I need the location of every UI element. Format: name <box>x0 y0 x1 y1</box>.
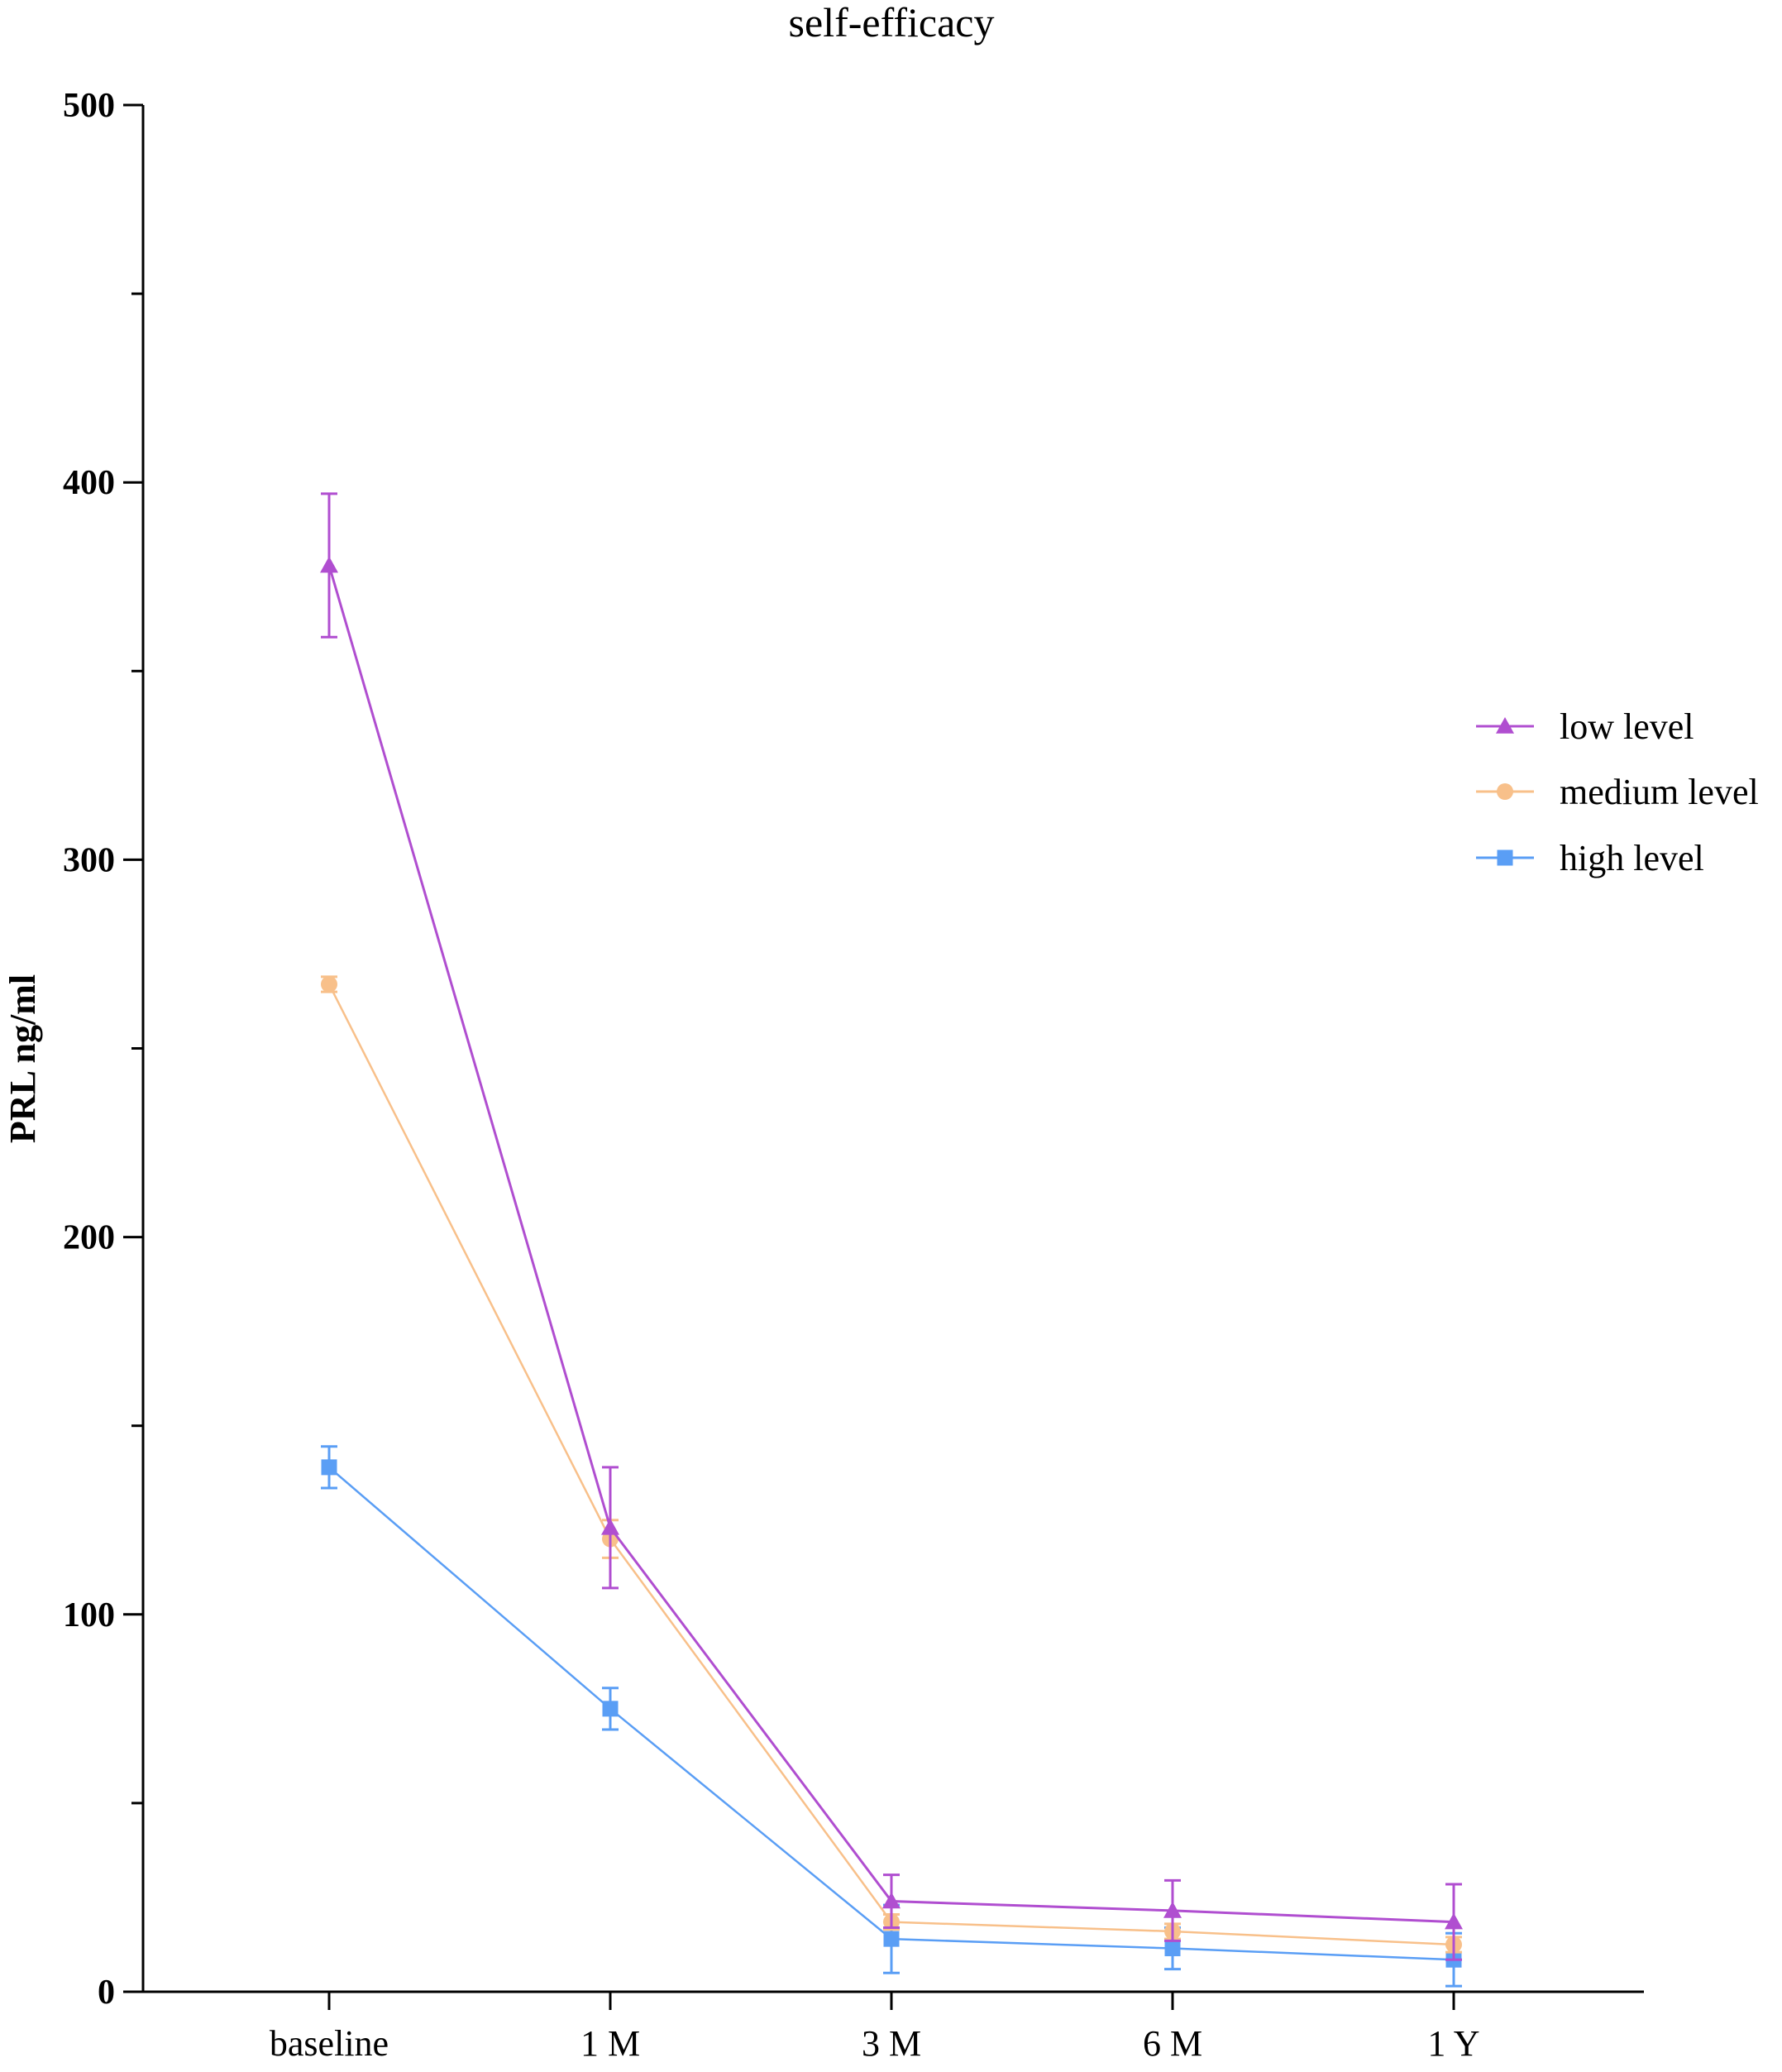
legend-label: high level <box>1560 838 1704 878</box>
data-point <box>1164 1940 1181 1957</box>
data-point <box>882 1892 901 1909</box>
legend-marker <box>1496 717 1514 734</box>
data-point <box>321 1459 337 1476</box>
legend-marker <box>1497 783 1513 800</box>
legend-marker <box>1497 849 1513 866</box>
legend-label: low level <box>1560 706 1694 747</box>
data-point <box>1163 1901 1182 1918</box>
x-tick-label: 1 M <box>580 2023 640 2064</box>
y-tick-label: 100 <box>63 1596 115 1634</box>
legend: low level medium level high level <box>1476 706 1759 878</box>
y-tick-label: 500 <box>63 87 115 125</box>
x-tick-label: 1 Y <box>1427 2023 1479 2064</box>
x-ticks: baseline 1 M 3 M 6 M 1 Y <box>270 1992 1480 2064</box>
series-line <box>327 983 1455 1946</box>
data-point <box>883 1931 900 1947</box>
data-point <box>320 556 338 573</box>
legend-label: medium level <box>1560 772 1759 812</box>
x-tick-label: baseline <box>270 2023 389 2064</box>
y-tick-label: 0 <box>98 1974 115 2012</box>
y-axis-label: PRL ng/ml <box>2 974 43 1143</box>
y-tick-label: 200 <box>63 1219 115 1257</box>
y-tick-label: 400 <box>63 464 115 502</box>
data-point <box>602 1701 619 1717</box>
y-ticks: 0 100 200 300 400 500 <box>63 87 143 2012</box>
series-layer <box>320 492 1463 1988</box>
series-line <box>327 565 1455 1924</box>
chart-title: self-efficacy <box>789 0 995 45</box>
x-tick-label: 6 M <box>1143 2023 1202 2064</box>
data-point <box>321 975 337 993</box>
y-tick-label: 300 <box>63 841 115 879</box>
data-point <box>601 1518 619 1535</box>
data-point <box>1445 1912 1463 1930</box>
x-tick-label: 3 M <box>862 2023 921 2064</box>
series-low-level <box>320 492 1463 1961</box>
